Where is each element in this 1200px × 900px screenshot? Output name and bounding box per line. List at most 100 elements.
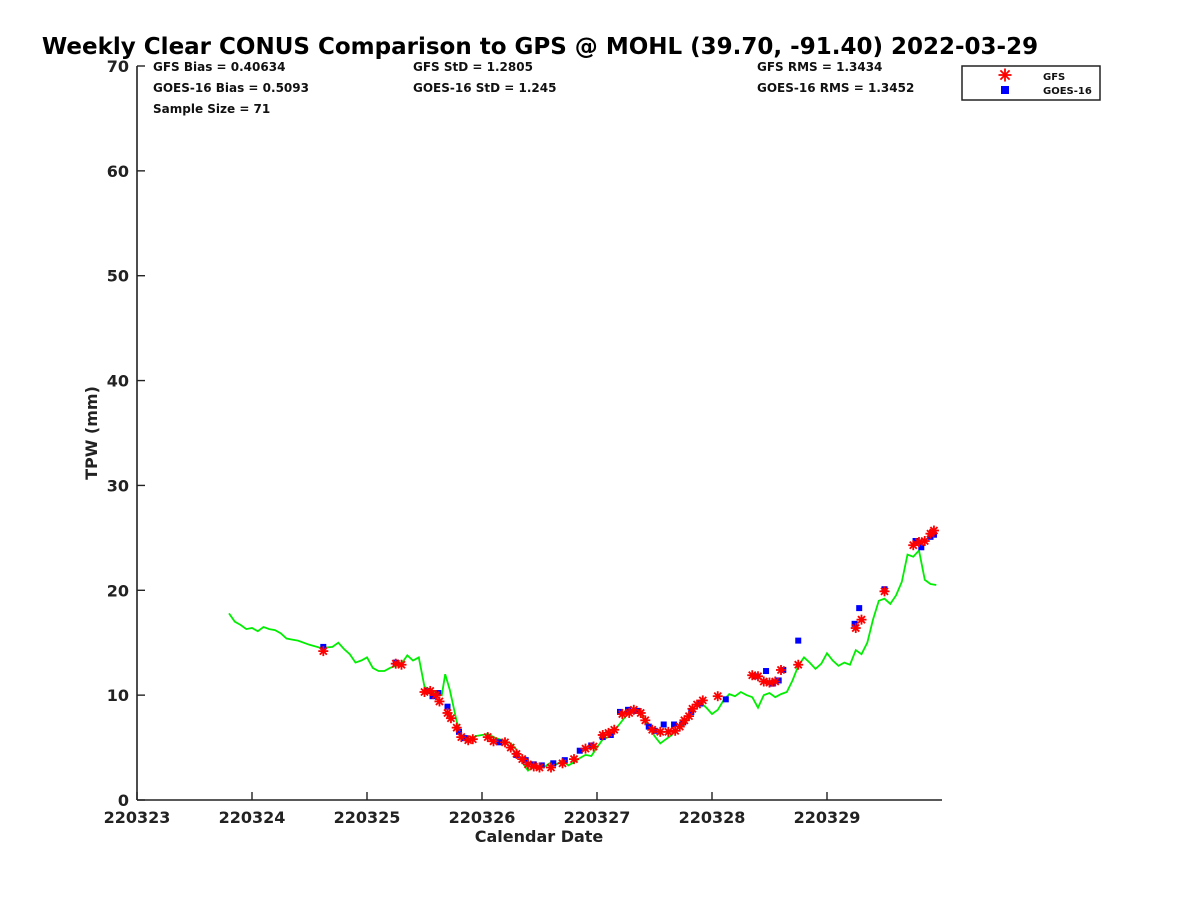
gfs-point — [488, 736, 499, 747]
goes-point — [722, 696, 729, 703]
goes-point — [851, 620, 858, 627]
goes-point — [576, 747, 583, 754]
goes-point — [671, 721, 678, 728]
goes-point — [688, 708, 695, 715]
gfs-point — [856, 614, 867, 625]
gfs-bias: GFS Bias = 0.40634 — [153, 60, 285, 74]
gfs-point — [712, 691, 723, 702]
legend-box — [961, 65, 1101, 101]
goes-point — [795, 637, 802, 644]
goes-point — [775, 677, 782, 684]
legend-goes-marker — [1001, 86, 1009, 94]
gfs-point — [467, 734, 478, 745]
gfs-point — [919, 536, 930, 547]
gfs-point — [609, 724, 620, 735]
gfs-point — [588, 741, 599, 752]
y-tick-label: 0 — [118, 791, 129, 810]
gfs-std: GFS StD = 1.2805 — [413, 60, 533, 74]
goes-bias: GOES-16 Bias = 0.5093 — [153, 81, 309, 95]
x-tick-label: 220323 — [104, 808, 171, 827]
y-tick-label: 20 — [107, 581, 129, 600]
x-tick-label: 220326 — [449, 808, 516, 827]
gfs-point — [523, 759, 533, 770]
gfs-point — [482, 732, 493, 743]
goes-point — [522, 757, 529, 764]
gfs-point — [434, 696, 445, 707]
x-tick-label: 220328 — [679, 808, 746, 827]
gps-line-series — [228, 548, 937, 772]
gfs-point — [674, 721, 685, 732]
y-axis-label: TPW (mm) — [82, 386, 101, 480]
goes-point — [444, 703, 451, 710]
gfs-point — [663, 726, 674, 737]
gfs-point — [445, 713, 456, 724]
gfs-rms: GFS RMS = 1.3434 — [757, 60, 882, 74]
goes-point — [763, 668, 770, 675]
y-tick-label: 60 — [107, 162, 129, 181]
y-tick-label: 30 — [107, 476, 129, 495]
gfs-point — [425, 685, 436, 696]
legend-gfs-star — [998, 68, 1012, 82]
gfs-series — [318, 525, 939, 773]
y-tick-label: 40 — [107, 372, 129, 391]
goes-point — [429, 693, 436, 700]
gfs-point — [511, 748, 522, 759]
goes-point — [912, 538, 919, 545]
y-tick-label: 10 — [107, 686, 129, 705]
gfs-point — [928, 525, 939, 536]
axes: 0 10 20 30 40 50 60 70 220323 220324 220325 220326 2… — [104, 57, 942, 827]
chart-title: Weekly Clear CONUS Comparison to GPS @ M… — [42, 34, 1038, 60]
gfs-point — [442, 707, 453, 718]
goes-point — [625, 706, 632, 713]
gfs-point — [318, 646, 329, 657]
gfs-point — [850, 623, 861, 634]
gfs-point — [684, 711, 694, 722]
gfs-point — [879, 586, 890, 597]
goes-point — [918, 544, 925, 551]
legend-goes-label: GOES-16 — [1043, 86, 1092, 97]
gps-line — [228, 548, 937, 772]
y-tick-label: 50 — [107, 267, 129, 286]
gfs-point — [505, 742, 516, 753]
stats-block: GFS Bias = 0.40634 GOES-16 Bias = 0.5093… — [153, 60, 914, 116]
gfs-point — [580, 743, 591, 754]
gfs-point — [534, 762, 545, 773]
gfs-point — [692, 699, 703, 710]
goes-point — [634, 707, 641, 714]
goes-point — [496, 739, 503, 746]
goes-point — [660, 721, 667, 728]
x-tick-label: 220325 — [334, 808, 401, 827]
goes-point — [856, 605, 863, 612]
legend-gfs-marker — [998, 68, 1012, 82]
goes-rms: GOES-16 RMS = 1.3452 — [757, 81, 914, 95]
gfs-point — [647, 724, 658, 735]
goes-point — [461, 735, 468, 742]
gfs-point — [655, 726, 666, 737]
goes-point — [550, 760, 557, 767]
gfs-point — [419, 686, 430, 697]
gfs-point — [557, 758, 568, 769]
gfs-point — [396, 659, 407, 670]
gfs-point — [776, 664, 786, 675]
gfs-point — [640, 715, 651, 726]
x-tick-label: 220324 — [219, 808, 286, 827]
gfs-point — [546, 762, 556, 773]
gfs-point — [770, 676, 781, 687]
x-tick-label: 220327 — [564, 808, 631, 827]
gfs-point — [697, 695, 708, 706]
gfs-point — [451, 722, 462, 733]
goes-point — [456, 728, 462, 735]
gfs-point — [635, 707, 646, 718]
x-axis-label: Calendar Date — [475, 827, 604, 846]
legend: GFS GOES-16 — [961, 65, 1101, 101]
gfs-point — [793, 659, 804, 670]
goes-series — [320, 531, 937, 769]
x-tick-label: 220329 — [794, 808, 861, 827]
legend-gfs-label: GFS — [1043, 72, 1065, 83]
goes-std: GOES-16 StD = 1.245 — [413, 81, 556, 95]
sample-size: Sample Size = 71 — [153, 102, 270, 116]
y-tick-label: 70 — [107, 57, 129, 76]
gfs-point — [569, 754, 579, 765]
gfs-point — [617, 709, 628, 720]
